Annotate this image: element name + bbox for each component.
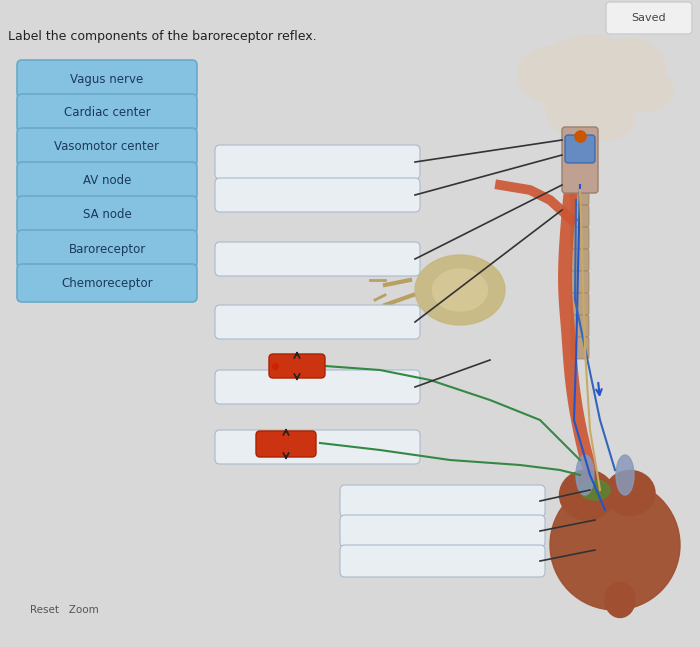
FancyBboxPatch shape	[571, 205, 589, 227]
FancyBboxPatch shape	[17, 196, 197, 234]
Text: Label the components of the baroreceptor reflex.: Label the components of the baroreceptor…	[8, 30, 316, 43]
FancyBboxPatch shape	[256, 431, 316, 457]
Text: Reset   Zoom: Reset Zoom	[30, 605, 99, 615]
FancyBboxPatch shape	[571, 293, 589, 315]
FancyBboxPatch shape	[269, 354, 325, 378]
FancyBboxPatch shape	[17, 60, 197, 98]
Text: Vasomotor center: Vasomotor center	[55, 140, 160, 153]
FancyBboxPatch shape	[340, 485, 545, 517]
FancyBboxPatch shape	[17, 162, 197, 200]
Ellipse shape	[617, 68, 673, 112]
Ellipse shape	[550, 480, 680, 610]
FancyBboxPatch shape	[215, 370, 420, 404]
Ellipse shape	[575, 90, 635, 140]
FancyBboxPatch shape	[571, 227, 589, 249]
FancyBboxPatch shape	[571, 315, 589, 337]
Ellipse shape	[433, 269, 487, 311]
FancyBboxPatch shape	[606, 2, 692, 34]
Ellipse shape	[415, 255, 505, 325]
FancyBboxPatch shape	[215, 242, 420, 276]
FancyBboxPatch shape	[571, 337, 589, 359]
Text: Chemoreceptor: Chemoreceptor	[61, 276, 153, 289]
FancyBboxPatch shape	[215, 430, 420, 464]
FancyBboxPatch shape	[562, 127, 598, 193]
Ellipse shape	[595, 38, 665, 102]
FancyBboxPatch shape	[565, 135, 595, 163]
FancyBboxPatch shape	[340, 545, 545, 577]
FancyBboxPatch shape	[17, 128, 197, 166]
FancyBboxPatch shape	[17, 94, 197, 132]
FancyBboxPatch shape	[571, 249, 589, 271]
Text: Saved: Saved	[631, 13, 666, 23]
Ellipse shape	[580, 480, 610, 500]
FancyBboxPatch shape	[17, 230, 197, 268]
Ellipse shape	[547, 88, 603, 136]
Text: Cardiac center: Cardiac center	[64, 107, 150, 120]
Text: Baroreceptor: Baroreceptor	[69, 243, 146, 256]
Ellipse shape	[616, 455, 634, 495]
FancyBboxPatch shape	[215, 145, 420, 179]
Ellipse shape	[605, 582, 635, 617]
FancyBboxPatch shape	[571, 271, 589, 293]
Ellipse shape	[576, 455, 594, 495]
FancyBboxPatch shape	[340, 515, 545, 547]
FancyBboxPatch shape	[215, 178, 420, 212]
Ellipse shape	[518, 47, 582, 103]
FancyBboxPatch shape	[17, 264, 197, 302]
Ellipse shape	[605, 470, 655, 516]
Text: AV node: AV node	[83, 175, 131, 188]
Text: SA node: SA node	[83, 208, 132, 221]
FancyBboxPatch shape	[215, 305, 420, 339]
Ellipse shape	[535, 35, 645, 125]
Ellipse shape	[559, 470, 615, 520]
FancyBboxPatch shape	[571, 183, 589, 205]
Text: Vagus nerve: Vagus nerve	[71, 72, 144, 85]
